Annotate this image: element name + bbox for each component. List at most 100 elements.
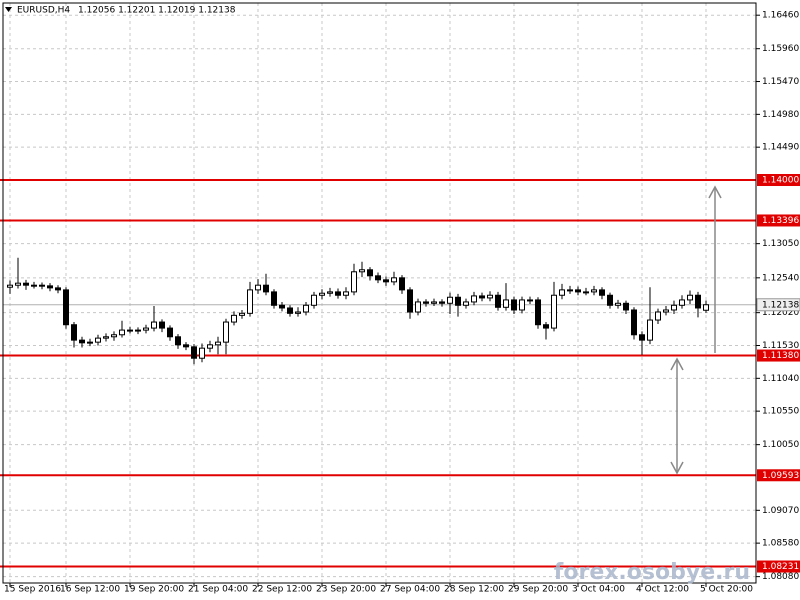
candle-body — [175, 336, 181, 346]
candle-body — [583, 291, 589, 294]
menu-icon[interactable] — [5, 7, 12, 12]
candle-body — [7, 284, 13, 288]
x-tick-label: 27 Sep 04:00 — [380, 585, 440, 595]
candle-body — [143, 327, 149, 331]
candle-body — [183, 344, 189, 348]
candle-body — [367, 269, 373, 277]
x-tick-label: 21 Sep 04:00 — [188, 585, 248, 595]
candle-body — [551, 294, 557, 329]
arrow-head — [670, 461, 684, 475]
y-tick-label: 1.14490 — [762, 143, 799, 153]
candle-body — [23, 282, 29, 286]
candle-body — [383, 279, 389, 283]
candle-body — [575, 289, 581, 293]
level-label: 1.09593 — [762, 471, 799, 481]
candle-body — [343, 291, 349, 296]
x-tick-label: 28 Sep 12:00 — [444, 585, 504, 595]
x-tick-label: 29 Sep 20:00 — [508, 585, 568, 595]
candle-body — [503, 299, 509, 308]
candle-body — [471, 295, 477, 303]
y-tick-label: 1.12540 — [762, 273, 799, 283]
candle-body — [415, 301, 421, 313]
candle-body — [351, 271, 357, 293]
candle-body — [327, 291, 333, 294]
candle-body — [463, 301, 469, 306]
y-tick-label: 1.11040 — [762, 374, 799, 384]
level-label: 1.14000 — [762, 176, 799, 186]
candle-body — [615, 302, 621, 306]
candle-body — [223, 321, 229, 343]
level-label: 1.13396 — [762, 216, 799, 226]
plot-frame — [2, 2, 757, 584]
y-tick-label: 1.08580 — [762, 539, 799, 549]
candle-body — [39, 284, 45, 287]
level-label: 1.11380 — [762, 351, 799, 361]
candle-body — [543, 324, 549, 329]
candle-body — [295, 311, 301, 314]
candle-body — [31, 284, 37, 287]
candle-body — [335, 291, 341, 296]
x-tick-label: 19 Sep 20:00 — [124, 585, 184, 595]
candle-body — [191, 346, 197, 359]
watermark: forex.osobye.ru — [554, 560, 750, 585]
candle-body — [527, 299, 533, 302]
arrows — [670, 185, 722, 475]
candle-body — [607, 294, 613, 306]
candle-body — [71, 324, 77, 341]
x-tick-label: 5 Oct 20:00 — [700, 585, 753, 595]
x-tick-label: 3 Oct 04:00 — [572, 585, 625, 595]
level-box — [757, 469, 800, 482]
levels — [0, 179, 756, 568]
candle-body — [87, 341, 93, 344]
y-tick-label: 1.09070 — [762, 506, 799, 516]
arrow-head — [670, 357, 684, 371]
candle-body — [439, 301, 445, 304]
candle-body — [271, 291, 277, 306]
candle-body — [263, 284, 269, 293]
y-tick-label: 1.16460 — [762, 11, 799, 21]
candle-body — [671, 304, 677, 311]
candle-body — [407, 289, 413, 313]
candle-body — [375, 275, 381, 281]
level-box — [757, 174, 800, 187]
candle-body — [207, 344, 213, 349]
y-tick-label: 1.15960 — [762, 44, 799, 54]
candle-body — [495, 294, 501, 308]
candle-body — [103, 336, 109, 339]
candle-body — [319, 292, 325, 296]
candle-body — [55, 287, 61, 291]
level-box — [757, 560, 800, 573]
candle-body — [447, 296, 453, 304]
candles — [7, 257, 709, 365]
x-tick-label: 4 Oct 12:00 — [636, 585, 689, 595]
candle-body — [255, 284, 261, 291]
candle-body — [559, 289, 565, 296]
candle-body — [15, 282, 21, 286]
candle-body — [159, 321, 165, 329]
candle-body — [647, 319, 653, 341]
candle-body — [479, 295, 485, 299]
y-tick-label: 1.12020 — [762, 308, 799, 318]
candle-body — [639, 334, 645, 341]
candle-body — [599, 289, 605, 296]
candle-body — [695, 294, 701, 309]
candle-body — [215, 341, 221, 346]
candle-body — [591, 289, 597, 293]
candle-body — [95, 337, 101, 343]
candle-body — [663, 309, 669, 313]
candle-body — [247, 289, 253, 314]
current-price-box — [756, 298, 800, 312]
y-tick-label: 1.10050 — [762, 440, 799, 450]
candle-body — [655, 311, 661, 321]
candle-body — [703, 304, 709, 311]
candle-body — [431, 301, 437, 304]
candle-body — [231, 314, 237, 323]
x-tick-label: 16 Sep 12:00 — [60, 585, 120, 595]
candle-body — [47, 285, 53, 289]
candle-body — [567, 289, 573, 292]
candle-body — [127, 329, 133, 332]
candle-body — [199, 347, 205, 359]
candle-body — [63, 289, 69, 326]
x-tick-label: 15 Sep 2016 — [4, 585, 61, 595]
candle-body — [487, 294, 493, 299]
